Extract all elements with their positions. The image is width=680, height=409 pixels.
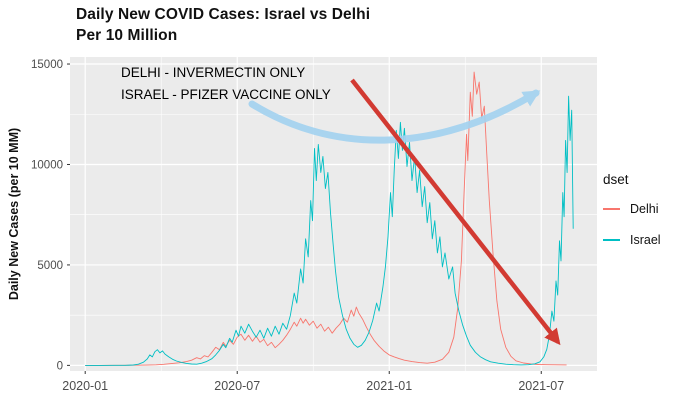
grid-major [70, 57, 597, 371]
legend-entry-israel: Israel [603, 233, 661, 247]
grid-minor [70, 57, 597, 371]
blue-curved-arrow [248, 89, 541, 144]
israel-line-swatch [603, 239, 620, 241]
legend-title: dset [603, 172, 629, 187]
annotation-line-1: DELHI - INVERMECTIN ONLY [121, 65, 305, 80]
delhi-line-swatch [603, 208, 620, 210]
y-tick-label: 15000 [31, 59, 63, 71]
chart-title-line2: Per 10 Million [76, 26, 178, 44]
x-tick-label: 2021-07 [518, 379, 564, 393]
chart-title: Daily New COVID Cases: Israel vs Delhi P… [76, 5, 370, 47]
x-tick-label: 2020-07 [214, 379, 260, 393]
axis-ticks: 2020-01 2020-07 2021-01 2021-07 0 5000 10000 15… [31, 59, 564, 393]
series-lines [85, 71, 574, 366]
x-tick-label: 2021-01 [366, 379, 412, 393]
series-line-israel [85, 95, 574, 366]
legend-entry-delhi: Delhi [603, 202, 661, 216]
x-tick-label: 2020-01 [62, 379, 108, 393]
y-tick-label: 5000 [37, 260, 63, 272]
y-axis-label: Daily New Cases (per 10 MM) [7, 128, 21, 300]
series-line-delhi [85, 71, 567, 366]
legend-label-israel: Israel [630, 233, 661, 247]
y-tick-label: 0 [57, 360, 63, 372]
annotation-line-2: ISRAEL - PFIZER VACCINE ONLY [121, 87, 331, 102]
chart-title-line1: Daily New COVID Cases: Israel vs Delhi [76, 6, 371, 23]
legend-key-israel [603, 239, 623, 241]
legend-label-delhi: Delhi [630, 202, 659, 216]
legend: dset Delhi Israel [603, 172, 661, 264]
red-arrow [350, 78, 561, 346]
y-tick-label: 10000 [31, 159, 63, 171]
legend-key-delhi [603, 208, 623, 210]
